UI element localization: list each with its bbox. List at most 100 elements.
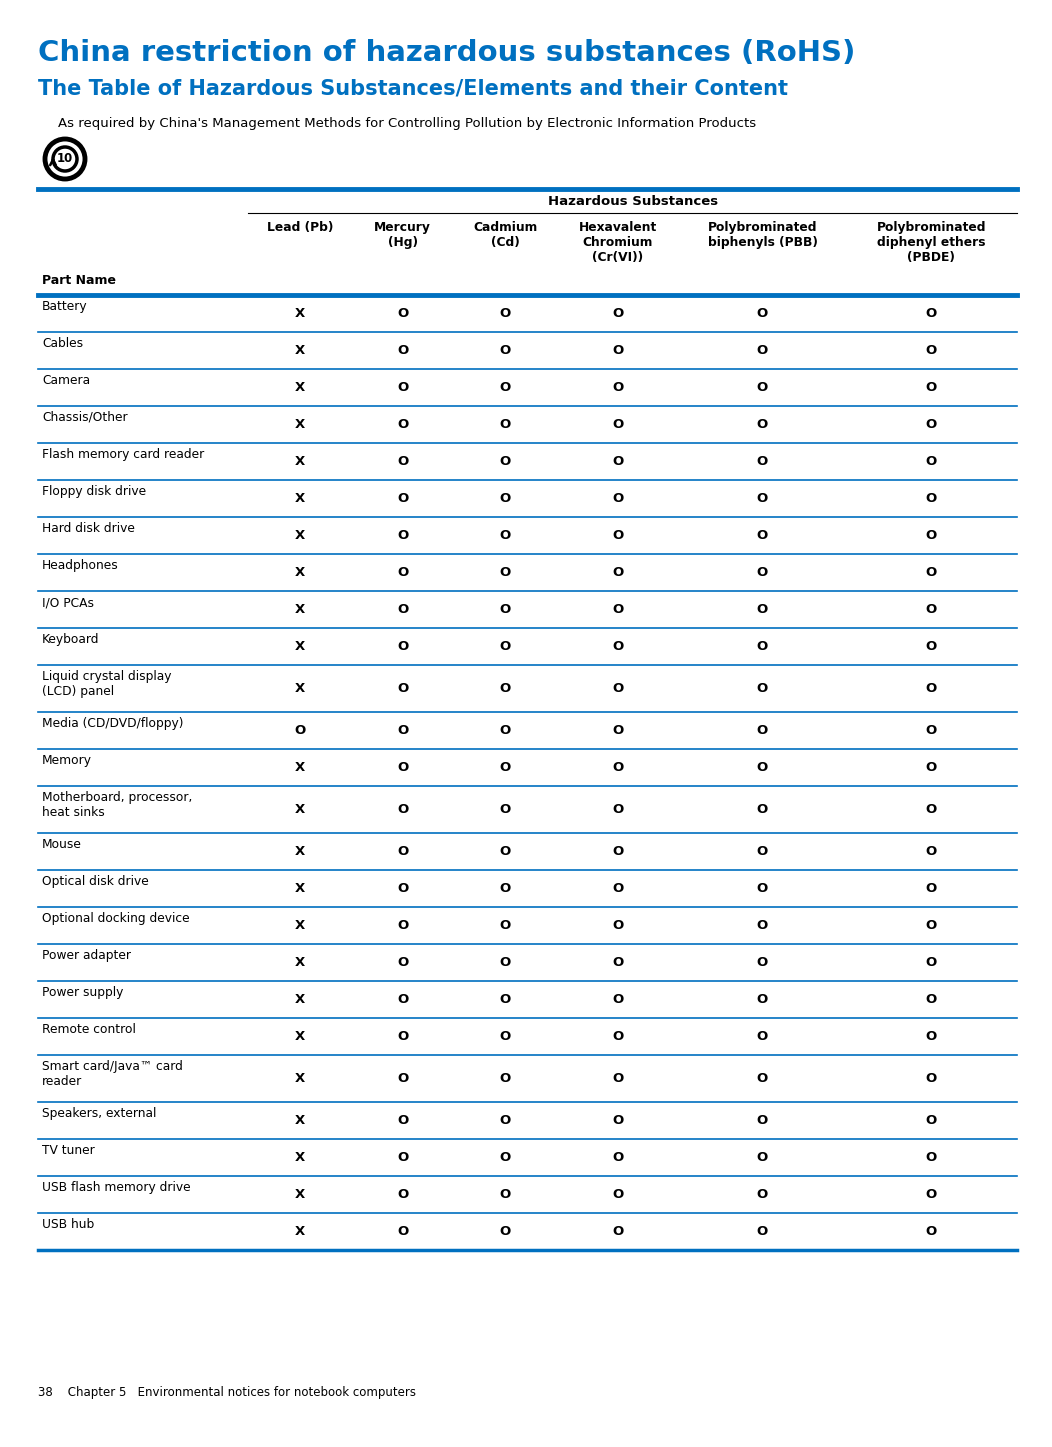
Text: O: O: [926, 307, 937, 320]
Text: X: X: [295, 344, 305, 357]
Text: 10: 10: [57, 152, 74, 165]
Text: Lead (Pb): Lead (Pb): [267, 221, 333, 234]
Text: Speakers, external: Speakers, external: [42, 1107, 157, 1120]
Text: O: O: [397, 418, 408, 431]
Text: O: O: [397, 919, 408, 932]
Text: O: O: [756, 682, 768, 695]
Text: The Table of Hazardous Substances/Elements and their Content: The Table of Hazardous Substances/Elemen…: [38, 80, 788, 98]
Text: X: X: [295, 883, 305, 896]
Text: X: X: [295, 492, 305, 505]
Text: China restriction of hazardous substances (RoHS): China restriction of hazardous substance…: [38, 39, 855, 67]
Text: O: O: [612, 307, 624, 320]
Text: O: O: [500, 1072, 511, 1085]
Text: O: O: [612, 381, 624, 394]
Text: Keyboard: Keyboard: [42, 632, 100, 645]
Text: X: X: [295, 682, 305, 695]
Text: O: O: [397, 803, 408, 816]
Text: O: O: [397, 1072, 408, 1085]
Text: O: O: [500, 919, 511, 932]
Text: O: O: [926, 1114, 937, 1127]
Text: O: O: [612, 1188, 624, 1201]
Text: O: O: [756, 418, 768, 431]
Text: O: O: [500, 956, 511, 969]
Text: O: O: [612, 1030, 624, 1043]
Text: O: O: [926, 603, 937, 616]
Text: O: O: [500, 418, 511, 431]
Text: O: O: [756, 344, 768, 357]
Text: O: O: [926, 761, 937, 774]
Text: O: O: [926, 1030, 937, 1043]
Text: Motherboard, processor,
heat sinks: Motherboard, processor, heat sinks: [42, 792, 193, 819]
Text: O: O: [756, 1072, 768, 1085]
Text: X: X: [295, 1114, 305, 1127]
Text: O: O: [756, 993, 768, 1006]
Text: O: O: [397, 307, 408, 320]
Text: O: O: [756, 640, 768, 653]
Text: O: O: [926, 883, 937, 896]
Text: O: O: [756, 1114, 768, 1127]
Text: O: O: [500, 803, 511, 816]
Text: O: O: [397, 640, 408, 653]
Text: X: X: [295, 993, 305, 1006]
Text: O: O: [500, 845, 511, 858]
Text: O: O: [500, 1188, 511, 1201]
Text: O: O: [397, 381, 408, 394]
Text: TV tuner: TV tuner: [42, 1145, 95, 1158]
Text: O: O: [756, 566, 768, 579]
Text: O: O: [500, 1114, 511, 1127]
Text: O: O: [500, 566, 511, 579]
Text: O: O: [926, 956, 937, 969]
Text: X: X: [295, 1188, 305, 1201]
Text: USB hub: USB hub: [42, 1218, 95, 1231]
Text: O: O: [397, 492, 408, 505]
Text: X: X: [295, 640, 305, 653]
Text: Mercury
(Hg): Mercury (Hg): [375, 221, 431, 249]
Text: Polybrominated
biphenyls (PBB): Polybrominated biphenyls (PBB): [708, 221, 817, 249]
Text: O: O: [500, 307, 511, 320]
Text: O: O: [500, 603, 511, 616]
Text: X: X: [295, 381, 305, 394]
Text: O: O: [756, 845, 768, 858]
Text: O: O: [397, 530, 408, 543]
Text: O: O: [397, 993, 408, 1006]
Text: X: X: [295, 956, 305, 969]
Text: O: O: [612, 883, 624, 896]
Text: Power supply: Power supply: [42, 985, 123, 998]
Text: Remote control: Remote control: [42, 1023, 136, 1036]
Text: I/O PCAs: I/O PCAs: [42, 596, 94, 609]
Text: O: O: [612, 919, 624, 932]
Text: Liquid crystal display
(LCD) panel: Liquid crystal display (LCD) panel: [42, 670, 171, 697]
Text: O: O: [500, 993, 511, 1006]
Text: O: O: [500, 1150, 511, 1163]
Text: O: O: [926, 1150, 937, 1163]
Text: Part Name: Part Name: [42, 273, 116, 287]
Text: O: O: [612, 993, 624, 1006]
Text: X: X: [295, 919, 305, 932]
Text: O: O: [756, 803, 768, 816]
Text: As required by China's Management Methods for Controlling Pollution by Electroni: As required by China's Management Method…: [58, 117, 756, 130]
Text: Power adapter: Power adapter: [42, 949, 132, 962]
Text: O: O: [756, 883, 768, 896]
Text: Memory: Memory: [42, 754, 92, 767]
Text: O: O: [926, 381, 937, 394]
Text: O: O: [756, 307, 768, 320]
Text: Chassis/Other: Chassis/Other: [42, 411, 127, 424]
Text: X: X: [295, 530, 305, 543]
Text: O: O: [397, 1188, 408, 1201]
Text: O: O: [397, 724, 408, 737]
Text: O: O: [612, 1226, 624, 1239]
Text: O: O: [756, 1188, 768, 1201]
Text: O: O: [926, 845, 937, 858]
Text: Hexavalent
Chromium
(Cr(VI)): Hexavalent Chromium (Cr(VI)): [579, 221, 658, 263]
Text: O: O: [756, 603, 768, 616]
Text: O: O: [612, 1072, 624, 1085]
Text: O: O: [612, 492, 624, 505]
Text: X: X: [295, 603, 305, 616]
Text: O: O: [397, 845, 408, 858]
Text: X: X: [295, 454, 305, 467]
Text: O: O: [926, 530, 937, 543]
Text: Polybrominated
diphenyl ethers
(PBDE): Polybrominated diphenyl ethers (PBDE): [876, 221, 986, 263]
Text: Media (CD/DVD/floppy): Media (CD/DVD/floppy): [42, 718, 183, 729]
Text: O: O: [397, 682, 408, 695]
Text: Cadmium
(Cd): Cadmium (Cd): [473, 221, 538, 249]
